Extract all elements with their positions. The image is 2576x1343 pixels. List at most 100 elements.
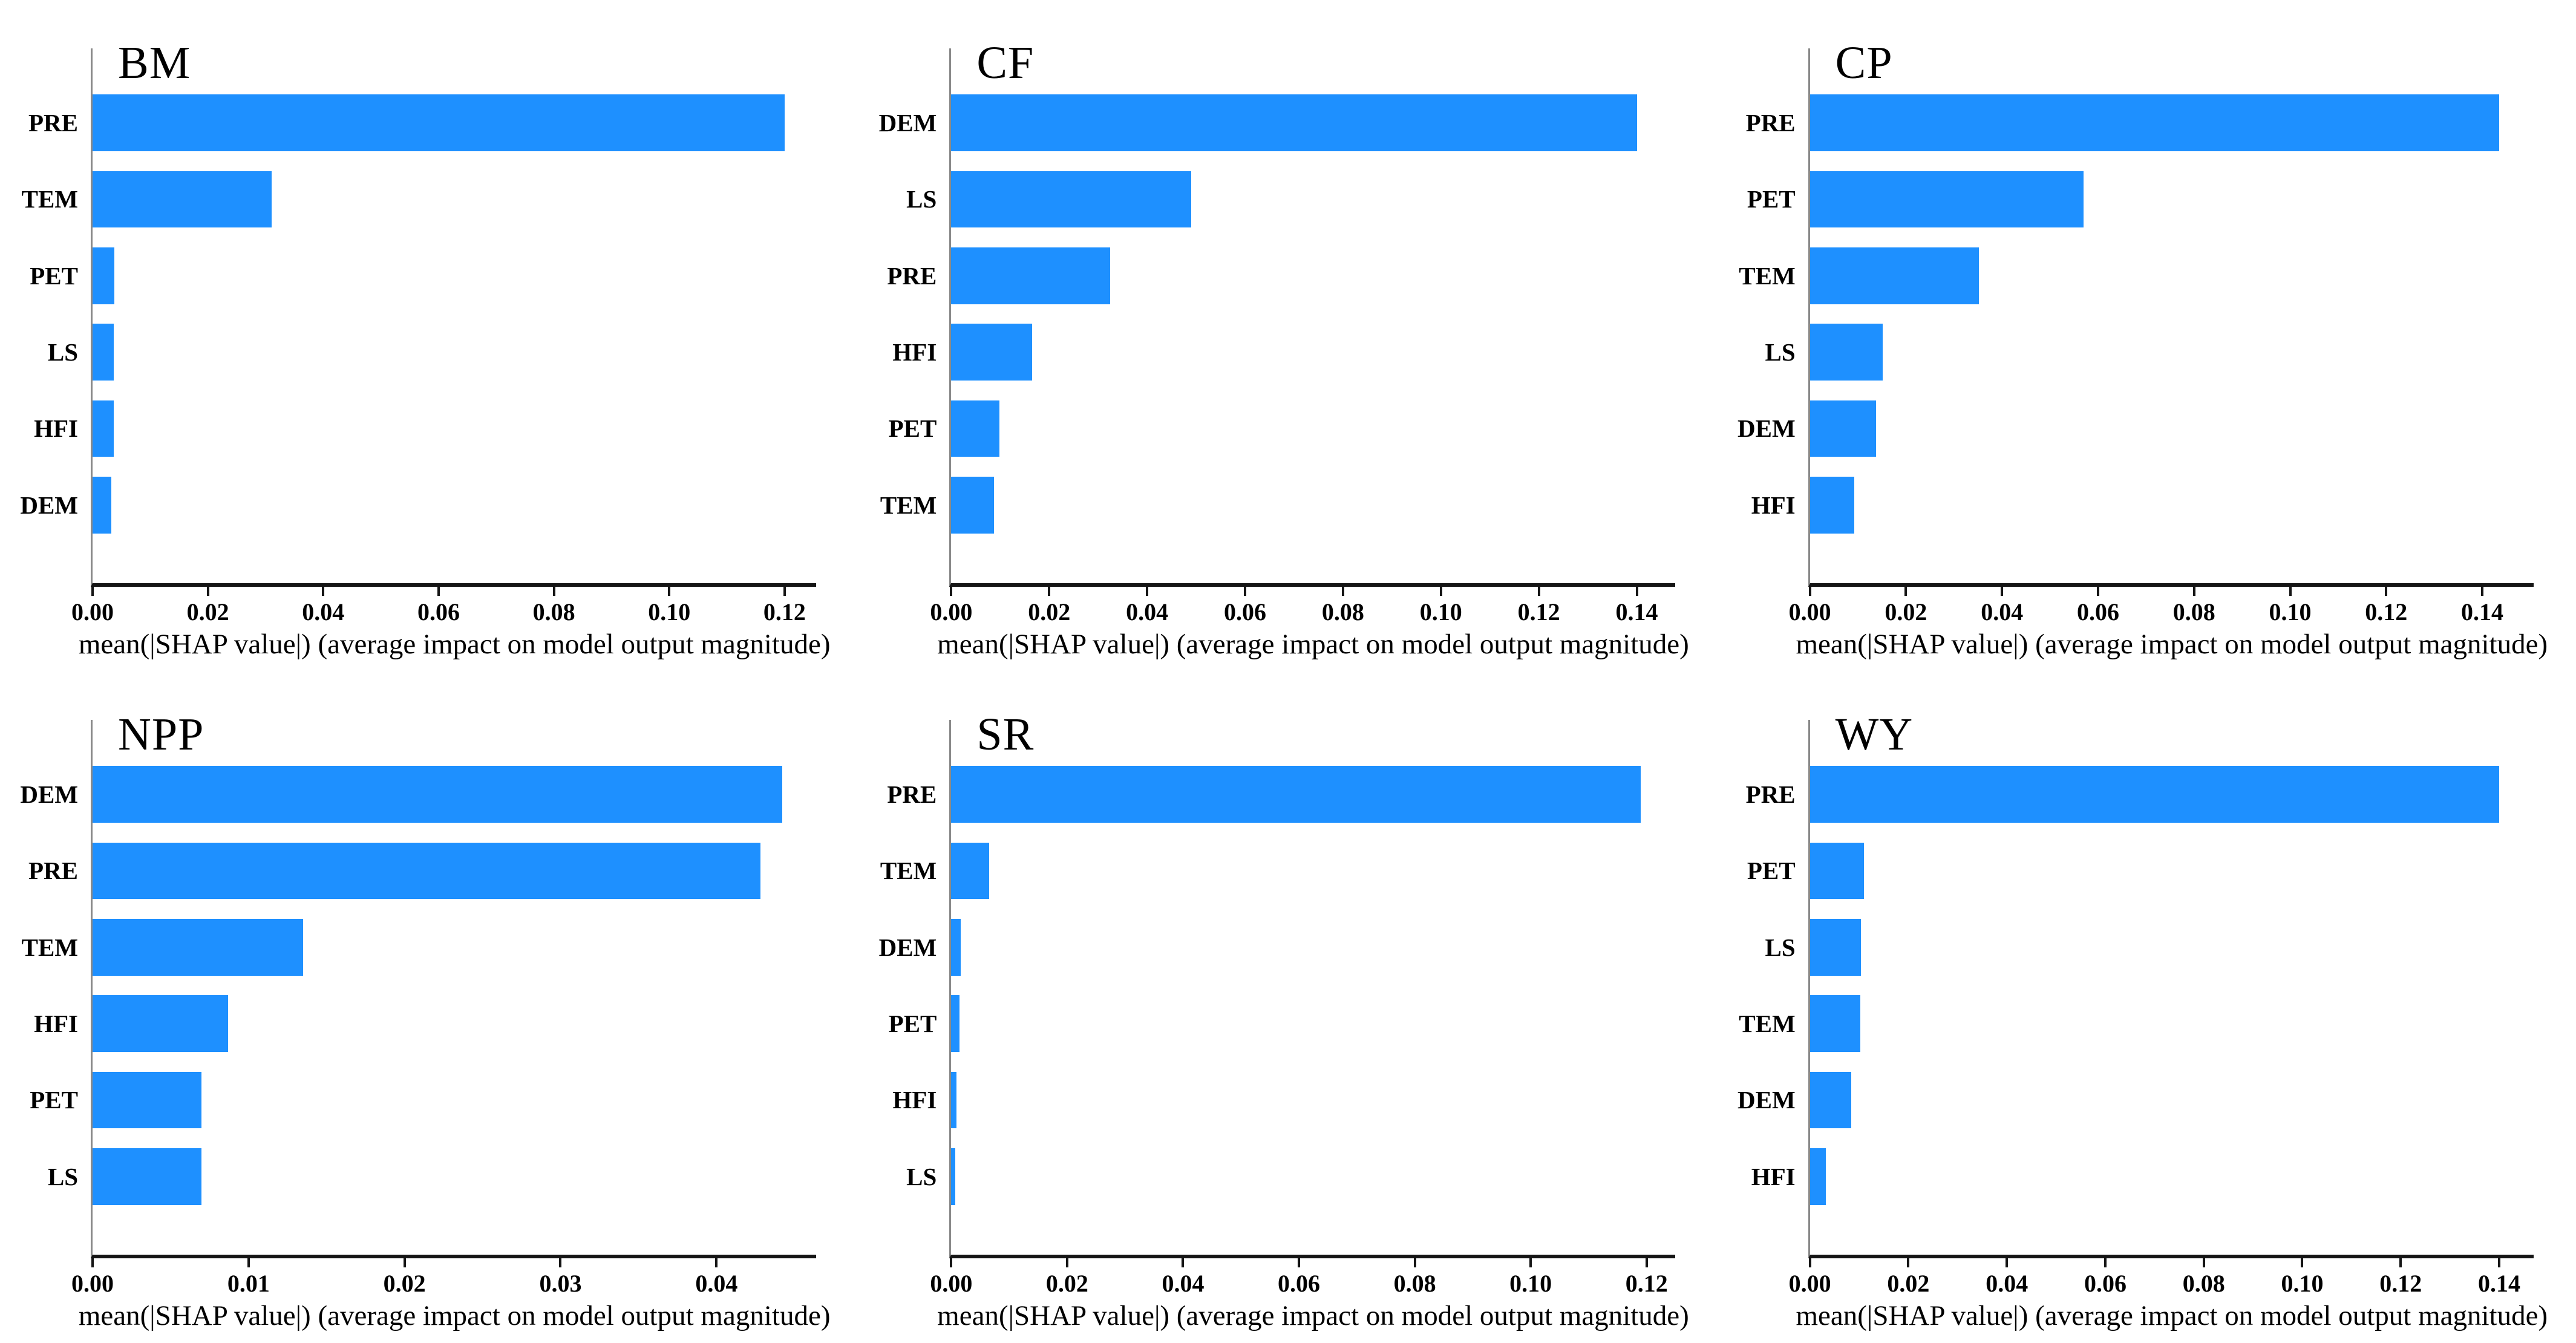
tick-label: 0.02 [1885, 598, 1927, 626]
bars-container: PRE TEM DEM PET HFI LS [879, 756, 1675, 1215]
tick-label: 0.10 [2281, 1270, 2324, 1297]
tick-label: 0.04 [1162, 1270, 1205, 1297]
tick-mark [1341, 586, 1344, 596]
bar-row: PRE [28, 85, 816, 161]
tick-mark [403, 1257, 406, 1267]
feature-label: PET [888, 1010, 937, 1038]
tick-label: 0.08 [1393, 1270, 1436, 1297]
tick-mark [437, 586, 440, 596]
bar-row: LS [48, 1139, 816, 1215]
tick-mark [2192, 586, 2195, 596]
feature-label: HFI [1751, 491, 1796, 519]
tick-mark [1146, 586, 1149, 596]
value-bar [1809, 766, 2500, 823]
tick-mark [1439, 586, 1442, 596]
value-bar [93, 842, 760, 900]
x-axis-label: mean(|SHAP value|) (average impact on mo… [937, 1300, 1689, 1332]
feature-label: TEM [880, 857, 937, 885]
value-bar [93, 171, 272, 228]
tick-label: 0.14 [2461, 598, 2504, 626]
feature-label: HFI [34, 414, 78, 443]
feature-label: LS [1765, 338, 1796, 367]
tick-mark [2385, 586, 2388, 596]
plot-area: SR PRE TEM DEM PET HFI LS 0.00 0.02 0.04 0.06 0.08 0… [879, 711, 1689, 1332]
tick-mark [950, 586, 953, 596]
tick-label: 0.10 [648, 598, 691, 626]
bar-row: TEM [22, 909, 816, 985]
value-bar [1809, 324, 1883, 381]
bar-row: HFI [34, 985, 816, 1062]
tick-mark [1529, 1257, 1532, 1267]
tick-mark [552, 586, 555, 596]
feature-label: PRE [1745, 780, 1796, 809]
feature-label: LS [47, 338, 78, 367]
bar-row: DEM [879, 909, 1675, 985]
feature-label: PRE [28, 857, 78, 885]
feature-label: HFI [892, 1086, 937, 1114]
feature-label: DEM [20, 491, 78, 519]
tick-label: 0.08 [532, 598, 575, 626]
feature-label: DEM [1737, 414, 1796, 443]
bar-row: PRE [1746, 756, 2534, 832]
value-bar [93, 995, 229, 1052]
plot-area: NPP DEM PRE TEM HFI PET LS 0.00 0.01 0.02 0.03 0.04… [20, 711, 830, 1332]
x-axis-label: mean(|SHAP value|) (average impact on mo… [937, 629, 1689, 660]
bar-row: HFI [34, 390, 816, 466]
value-bar [93, 1148, 202, 1205]
tick-mark [1645, 1257, 1648, 1267]
tick-mark [1635, 586, 1638, 596]
tick-label: 0.00 [930, 598, 973, 626]
panel-title: NPP [118, 709, 204, 760]
panel-wy: WY PRE PET LS TEM DEM HFI 0.00 0.02 0.04 0.06 0.08 0… [1718, 672, 2576, 1343]
tick-label: 0.04 [1981, 598, 2024, 626]
tick-mark [1413, 1257, 1416, 1267]
bar-row: PET [889, 985, 1675, 1062]
feature-label: DEM [20, 780, 78, 809]
bar-row: DEM [20, 467, 816, 543]
bar-row: TEM [1739, 238, 2534, 314]
feature-label: PET [888, 414, 937, 443]
feature-label: DEM [878, 933, 937, 961]
tick-label: 0.06 [417, 598, 460, 626]
bars-container: PRE TEM PET LS HFI DEM [20, 85, 816, 543]
feature-label: TEM [21, 933, 78, 961]
panel-npp: NPP DEM PRE TEM HFI PET LS 0.00 0.01 0.02 0.03 0.04… [0, 672, 858, 1343]
feature-label: PRE [28, 109, 78, 137]
feature-label: PRE [887, 780, 937, 809]
tick-mark [950, 1257, 953, 1267]
bar-row: LS [1765, 909, 2534, 985]
tick-label: 0.10 [1419, 598, 1462, 626]
bar-row: PET [1747, 161, 2534, 237]
panel-title: SR [976, 709, 1035, 760]
tick-mark [1065, 1257, 1068, 1267]
value-bar [93, 247, 115, 304]
value-bar [951, 842, 989, 900]
x-axis-label: mean(|SHAP value|) (average impact on mo… [78, 1300, 831, 1332]
tick-mark [2202, 1257, 2205, 1267]
value-bar [1809, 477, 1855, 534]
value-bar [1809, 995, 1860, 1052]
value-bar [951, 324, 1032, 381]
tick-mark [2006, 1257, 2009, 1267]
panel-title: WY [1835, 709, 1914, 760]
tick-label: 0.14 [1615, 598, 1658, 626]
tick-mark [322, 586, 325, 596]
value-bar [1809, 919, 1862, 976]
bar-row: HFI [1751, 467, 2534, 543]
tick-label: 0.00 [1788, 598, 1831, 626]
value-bar [93, 766, 782, 823]
plot-area: WY PRE PET LS TEM DEM HFI 0.00 0.02 0.04 0.06 0.08 0… [1737, 711, 2548, 1332]
bar-row: PET [30, 238, 816, 314]
value-bar [951, 171, 1191, 228]
bars-container: PRE PET TEM LS DEM HFI [1737, 85, 2534, 543]
plot-area: CP PRE PET TEM LS DEM HFI 0.00 0.02 0.04 0.06 0.08 0… [1737, 40, 2548, 660]
feature-label: HFI [34, 1010, 78, 1038]
bar-row: PET [1747, 832, 2534, 909]
tick-mark [1808, 1257, 1811, 1267]
value-bar [93, 324, 114, 381]
tick-label: 0.10 [1509, 1270, 1552, 1297]
tick-mark [206, 586, 209, 596]
feature-label: TEM [880, 491, 937, 519]
bar-row: HFI [892, 314, 1675, 390]
bar-row: DEM [20, 756, 816, 832]
